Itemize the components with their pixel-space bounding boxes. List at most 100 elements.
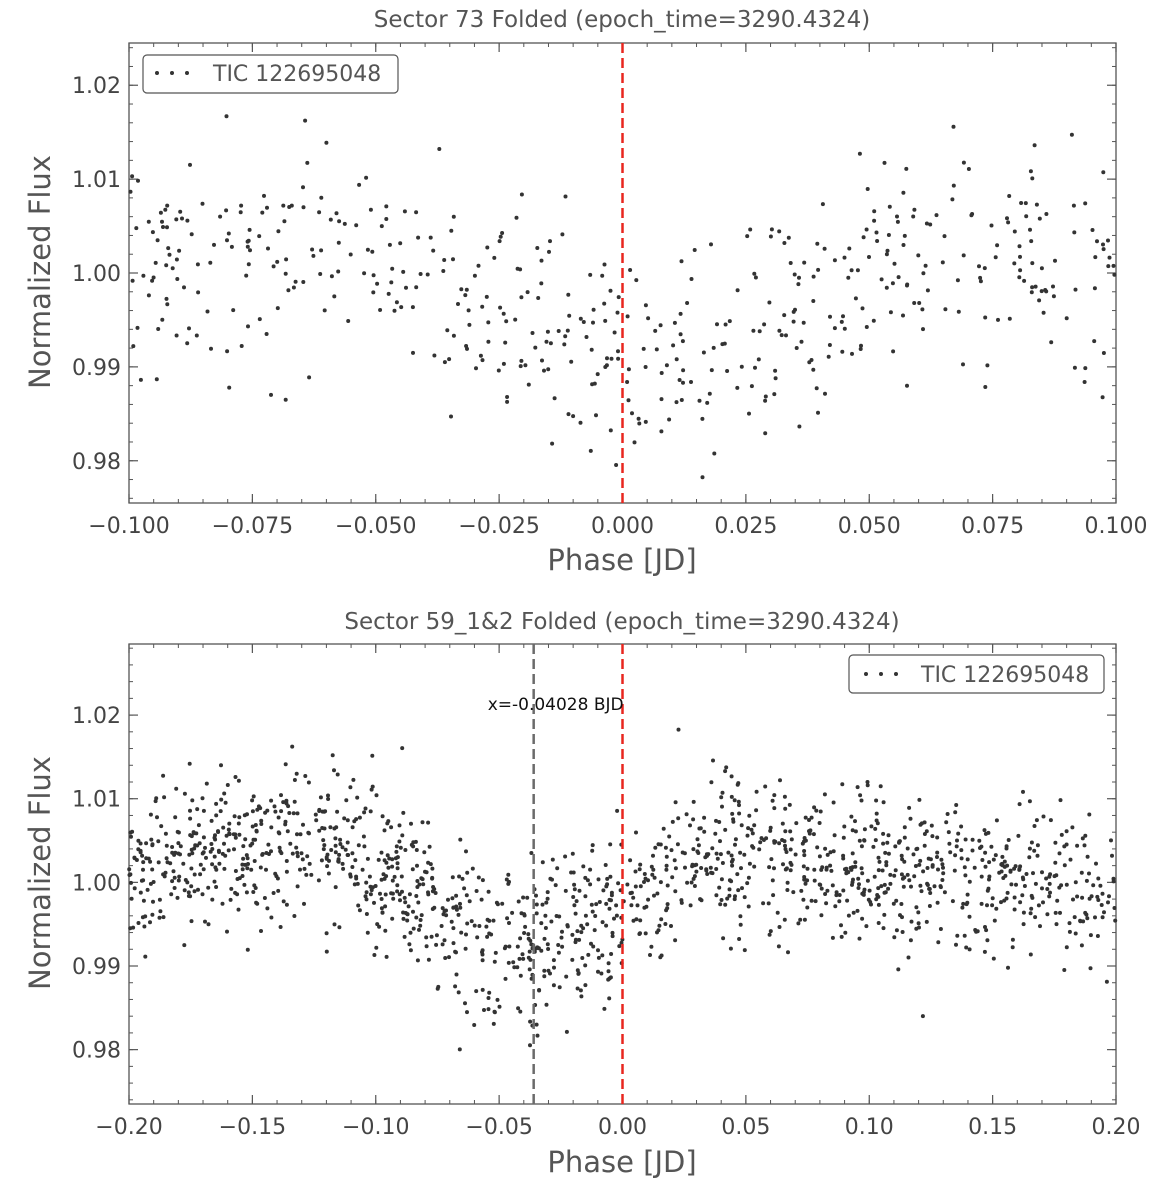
data-point (642, 880, 646, 884)
data-point (196, 290, 201, 295)
data-point (161, 225, 165, 229)
data-point (840, 349, 845, 354)
data-point (203, 845, 207, 850)
x-axis-label: Phase [JD] (547, 1145, 696, 1179)
data-point (472, 923, 477, 928)
data-point (606, 977, 611, 982)
data-point (801, 864, 806, 869)
data-point (534, 1022, 539, 1027)
data-point (200, 892, 205, 897)
data-point (841, 888, 846, 893)
data-point (673, 889, 678, 894)
data-point (897, 839, 902, 844)
data-point (218, 809, 223, 814)
data-point (925, 866, 930, 870)
data-point (874, 811, 879, 816)
data-point (351, 777, 356, 782)
data-point (521, 895, 526, 900)
x-tick-label: 0.10 (845, 1115, 894, 1140)
data-point (725, 896, 730, 901)
data-point (480, 878, 485, 883)
data-point (867, 888, 872, 893)
data-point (733, 842, 737, 847)
data-point (571, 895, 576, 899)
data-point (1111, 879, 1116, 884)
data-point (1009, 882, 1014, 887)
data-point (851, 877, 855, 882)
data-point (295, 854, 300, 859)
data-point (608, 874, 613, 879)
data-point (792, 272, 797, 277)
data-point (510, 910, 515, 915)
data-point (853, 819, 857, 824)
data-point (348, 252, 353, 257)
data-point (284, 859, 289, 863)
data-point (733, 894, 737, 899)
data-point (591, 320, 595, 325)
data-point (580, 956, 585, 960)
data-point (928, 891, 933, 895)
data-point (1029, 239, 1034, 244)
data-point (1004, 846, 1009, 851)
data-point (250, 809, 255, 814)
data-point (874, 897, 879, 902)
data-point (893, 844, 898, 849)
data-point (371, 273, 376, 278)
data-point (802, 917, 807, 922)
data-point (567, 313, 572, 318)
data-point (888, 310, 893, 315)
data-point (128, 872, 133, 877)
data-point (237, 832, 242, 837)
data-point (676, 727, 681, 732)
data-point (544, 900, 549, 905)
data-point (542, 368, 546, 373)
data-point (830, 935, 835, 940)
data-point (271, 264, 276, 269)
data-point (542, 936, 547, 941)
data-point (175, 895, 180, 900)
data-point (943, 307, 948, 312)
data-point (369, 787, 374, 792)
data-point (643, 931, 648, 936)
data-point (1053, 860, 1058, 865)
data-point (908, 938, 913, 943)
data-point (401, 269, 406, 274)
data-point (480, 358, 485, 363)
data-point (982, 949, 987, 954)
data-point (945, 812, 950, 816)
data-point (1028, 169, 1033, 174)
data-point (717, 820, 722, 824)
data-point (458, 837, 463, 842)
data-point (187, 852, 192, 857)
data-point (815, 845, 820, 850)
data-point (1041, 900, 1045, 905)
data-point (996, 317, 1000, 322)
data-point (387, 856, 392, 861)
data-point (151, 899, 155, 904)
data-points-group (127, 727, 1118, 1052)
data-point (482, 1008, 486, 1012)
data-point (537, 988, 542, 992)
data-point (753, 275, 758, 280)
data-point (679, 898, 684, 903)
data-point (758, 840, 763, 845)
data-point (635, 903, 640, 908)
data-point (979, 901, 984, 906)
data-point (372, 900, 376, 905)
data-point (605, 876, 610, 881)
data-point (747, 861, 752, 866)
data-point (465, 870, 470, 875)
data-point (174, 217, 179, 222)
data-point (680, 339, 685, 344)
data-point (528, 957, 533, 962)
data-point (172, 852, 177, 857)
data-point (465, 1010, 469, 1015)
data-point (962, 865, 967, 870)
data-point (873, 838, 878, 843)
data-point (892, 935, 897, 940)
data-point (706, 852, 711, 857)
data-point (727, 878, 732, 883)
data-point (1062, 844, 1067, 849)
data-point (375, 922, 380, 927)
data-point (458, 905, 463, 910)
